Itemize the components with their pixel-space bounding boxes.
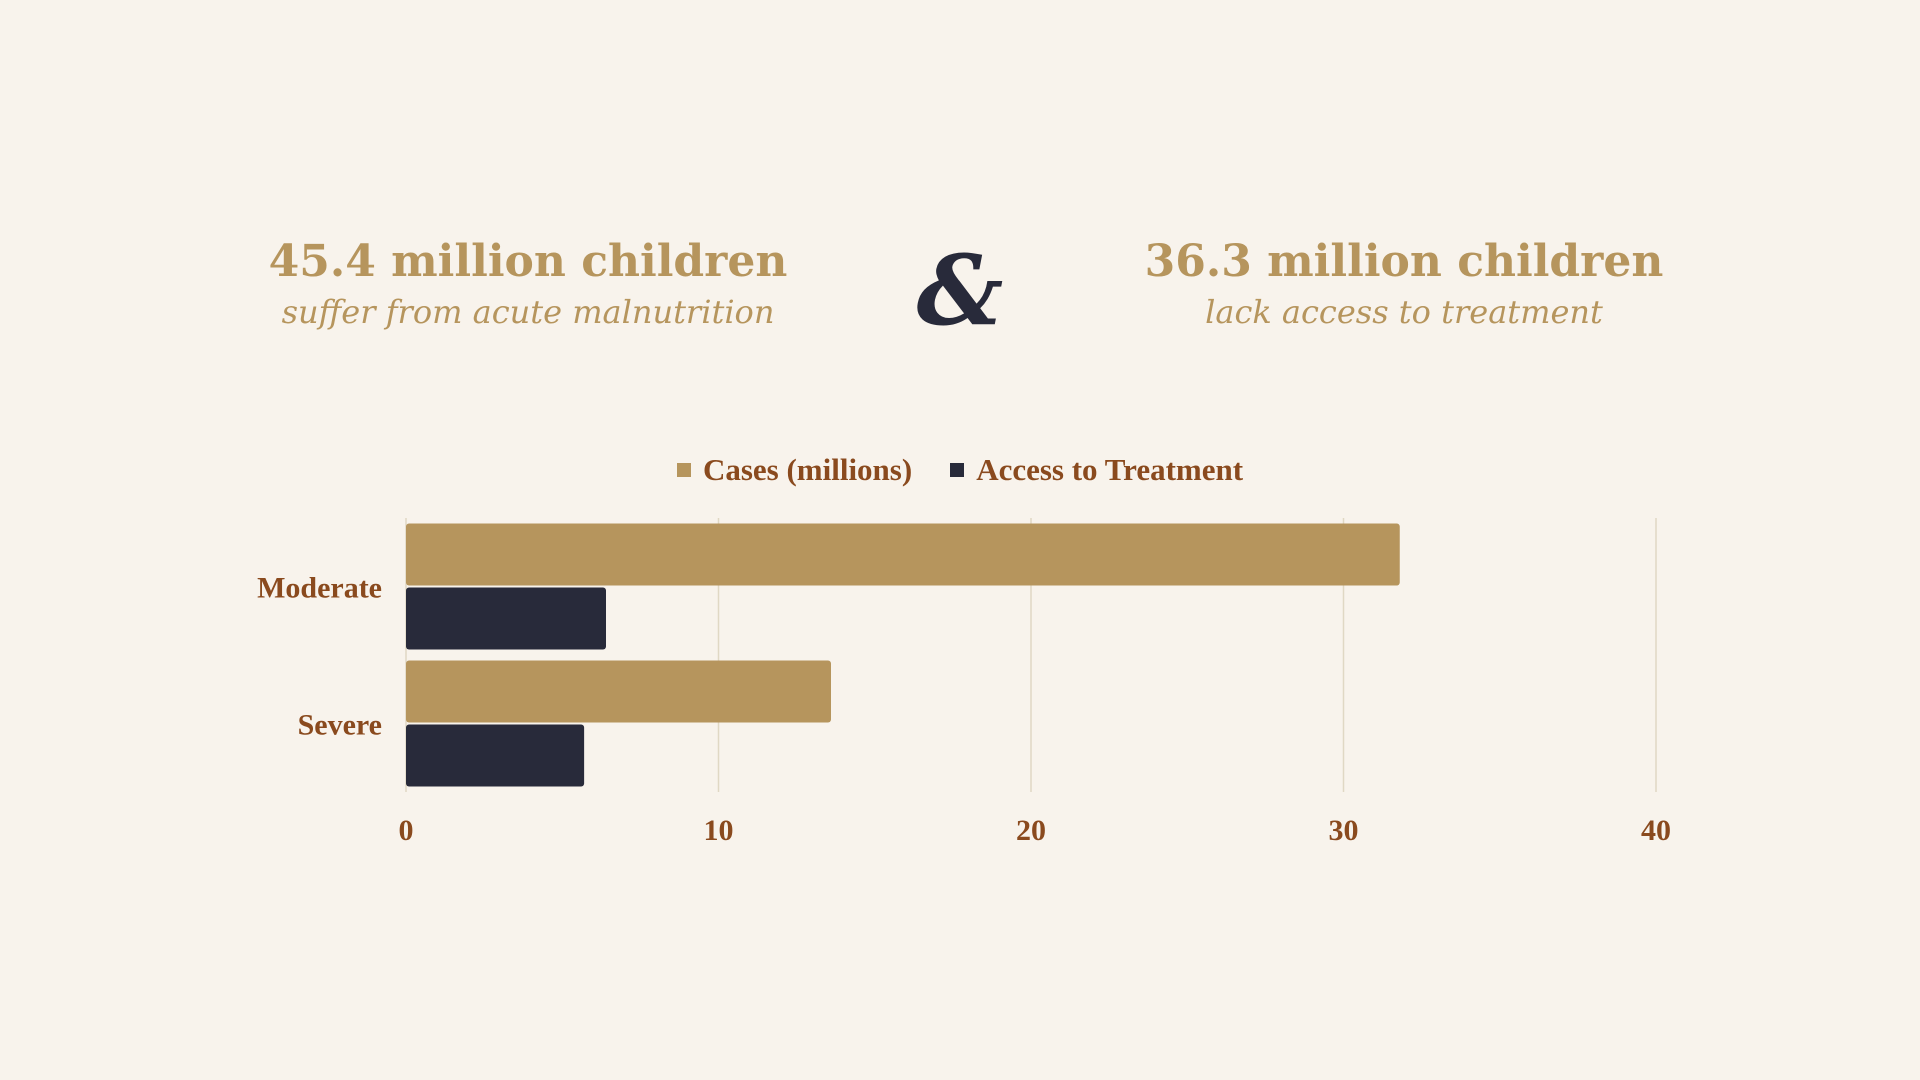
bar-severe-access (406, 724, 585, 787)
bar-moderate-access (406, 587, 606, 650)
chart-legend: Cases (millions) Access to Treatment (0, 452, 1920, 488)
stat-right-title: 36.3 million children (1144, 236, 1664, 287)
ampersand-connector: & (916, 234, 1004, 347)
stat-left-title: 45.4 million children (268, 236, 788, 287)
legend-entry-cases[interactable]: Cases (millions) (676, 452, 913, 488)
stat-left: 45.4 million children suffer from acute … (248, 232, 808, 332)
x-tick-label-2: 20 (1016, 814, 1046, 847)
x-tick-label-4: 40 (1641, 814, 1671, 847)
bar-moderate-cases (406, 523, 1400, 586)
x-tick-label-0: 0 (399, 814, 414, 847)
category-label-moderate: Moderate (257, 572, 382, 605)
category-label-severe: Severe (298, 709, 382, 742)
legend-swatch-access (950, 463, 965, 477)
legend-entry-access[interactable]: Access to Treatment (950, 452, 1243, 488)
stat-left-subtitle: suffer from acute malnutrition (281, 293, 775, 331)
legend-label-access: Access to Treatment (976, 452, 1244, 487)
x-tick-label-3: 30 (1329, 814, 1359, 847)
legend-swatch-cases (676, 463, 691, 477)
stat-right: 36.3 million children lack access to tre… (1124, 232, 1684, 332)
legend-label-cases: Cases (millions) (702, 452, 913, 487)
stat-right-subtitle: lack access to treatment (1205, 293, 1603, 331)
x-tick-label-1: 10 (704, 814, 734, 847)
bar-severe-cases (406, 660, 831, 723)
